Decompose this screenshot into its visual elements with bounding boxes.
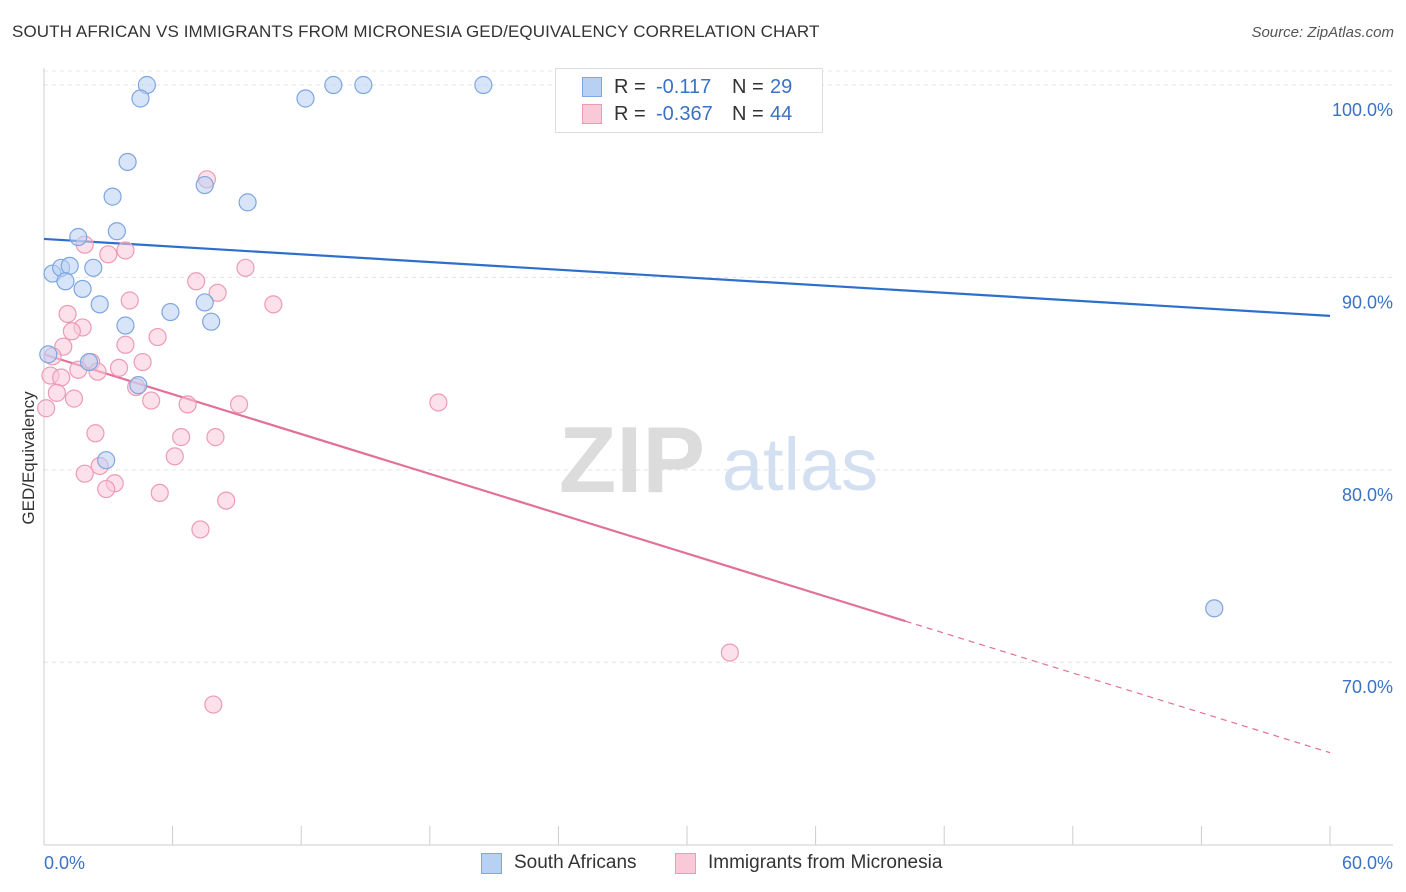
- data-point-series-1: [109, 358, 129, 377]
- data-point-series-0: [296, 89, 315, 108]
- watermark-atlas: atlas: [722, 423, 878, 506]
- legend-swatch-micronesia: [582, 104, 602, 124]
- data-point-series-1: [208, 283, 227, 302]
- data-point-series-1: [429, 393, 448, 412]
- data-point-series-0: [161, 302, 180, 322]
- axes: [43, 68, 1393, 846]
- data-point-series-0: [79, 352, 99, 372]
- legend-r-value: -0.117: [656, 75, 712, 98]
- data-point-series-0: [474, 75, 493, 95]
- legend-swatch-south-africans: [582, 77, 602, 97]
- y-tick-label: 70.0%: [1342, 677, 1393, 697]
- stats-legend: R = -0.117 N = 29 R = -0.367 N = 44: [555, 68, 823, 133]
- data-point-series-0: [129, 376, 148, 395]
- data-point-series-1: [204, 695, 223, 714]
- watermark: ZIP atlas: [559, 407, 878, 512]
- legend-swatch-south-africans: [481, 852, 502, 874]
- data-point-series-1: [206, 428, 225, 447]
- data-point-series-1: [150, 483, 169, 503]
- y-tick-label: 90.0%: [1342, 292, 1393, 312]
- data-point-series-1: [165, 447, 184, 466]
- legend-r-label: R =: [614, 75, 646, 98]
- data-point-series-1: [86, 424, 105, 443]
- data-point-series-0: [84, 258, 103, 277]
- data-point-series-1: [172, 428, 191, 447]
- legend-swatch-micronesia: [675, 852, 696, 874]
- watermark-zip: ZIP: [559, 407, 705, 512]
- data-point-series-0: [73, 279, 92, 299]
- data-point-series-1: [75, 464, 94, 483]
- data-point-series-0: [1205, 599, 1224, 618]
- legend-n-value: 29: [770, 75, 793, 98]
- data-point-series-0: [131, 89, 150, 108]
- data-point-series-0: [60, 256, 79, 275]
- legend-n-label: N =: [732, 102, 764, 125]
- tick-labels: 100.0% 90.0% 80.0% 70.0%: [1332, 100, 1393, 697]
- data-point-series-1: [52, 368, 71, 387]
- data-point-series-1: [178, 395, 197, 414]
- data-point-series-0: [39, 345, 58, 364]
- data-point-series-1: [236, 258, 255, 277]
- data-point-series-0: [90, 295, 109, 314]
- data-point-series-0: [202, 312, 221, 331]
- trend-line-extension-series-1: [905, 620, 1331, 754]
- x-tick-label-left: 0.0%: [44, 853, 85, 873]
- data-point-series-1: [116, 241, 135, 260]
- data-point-series-1: [120, 291, 139, 310]
- chart-source: Source: ZipAtlas.com: [1251, 24, 1394, 41]
- data-point-series-1: [229, 395, 249, 414]
- data-point-series-1: [62, 322, 81, 341]
- data-point-series-0: [116, 316, 135, 335]
- data-point-series-0: [69, 227, 88, 247]
- legend-row-south-africans: R = -0.117 N = 29: [582, 74, 792, 100]
- y-tick-label: 80.0%: [1342, 485, 1393, 505]
- data-point-series-1: [191, 520, 210, 539]
- data-point-series-0: [195, 293, 214, 312]
- data-points: [37, 75, 1224, 714]
- data-point-series-1: [64, 389, 84, 408]
- data-point-series-1: [99, 245, 118, 264]
- y-axis-label: GED/Equivalency: [19, 391, 38, 525]
- data-point-series-1: [217, 491, 236, 510]
- legend-r-value: -0.367: [656, 102, 713, 125]
- data-point-series-1: [58, 304, 77, 324]
- data-point-series-0: [118, 152, 137, 172]
- data-point-series-1: [37, 399, 56, 418]
- chart-title: SOUTH AFRICAN VS IMMIGRANTS FROM MICRONE…: [12, 22, 820, 41]
- data-point-series-1: [148, 327, 167, 347]
- data-point-series-0: [107, 222, 126, 241]
- data-point-series-0: [97, 451, 116, 470]
- trend-line-series-0: [43, 237, 1331, 317]
- legend-n-value: 44: [770, 102, 793, 125]
- data-point-series-0: [238, 193, 257, 212]
- legend-item-micronesia[interactable]: Immigrants from Micronesia: [675, 852, 942, 874]
- data-point-series-0: [56, 272, 75, 291]
- gridlines: [44, 70, 1393, 663]
- legend-item-south-africans[interactable]: South Africans: [481, 852, 637, 874]
- data-point-series-1: [116, 335, 135, 354]
- data-point-series-0: [195, 175, 214, 195]
- legend-n-label: N =: [732, 75, 764, 98]
- legend-label-south-africans: South Africans: [514, 852, 637, 873]
- data-point-series-1: [187, 272, 206, 291]
- data-point-series-1: [720, 643, 739, 662]
- data-point-series-1: [47, 383, 66, 402]
- legend-r-label: R =: [614, 102, 646, 125]
- x-tick-label-right: 60.0%: [1342, 853, 1393, 873]
- data-point-series-1: [264, 295, 283, 314]
- legend-row-micronesia: R = -0.367 N = 44: [582, 101, 792, 127]
- legend-label-micronesia: Immigrants from Micronesia: [708, 852, 943, 873]
- data-point-series-0: [103, 187, 122, 206]
- data-point-series-1: [142, 391, 161, 410]
- data-point-series-1: [133, 352, 152, 372]
- y-tick-label: 100.0%: [1332, 100, 1393, 120]
- data-point-series-1: [97, 479, 116, 499]
- data-point-series-0: [324, 75, 343, 95]
- data-point-series-0: [354, 75, 373, 95]
